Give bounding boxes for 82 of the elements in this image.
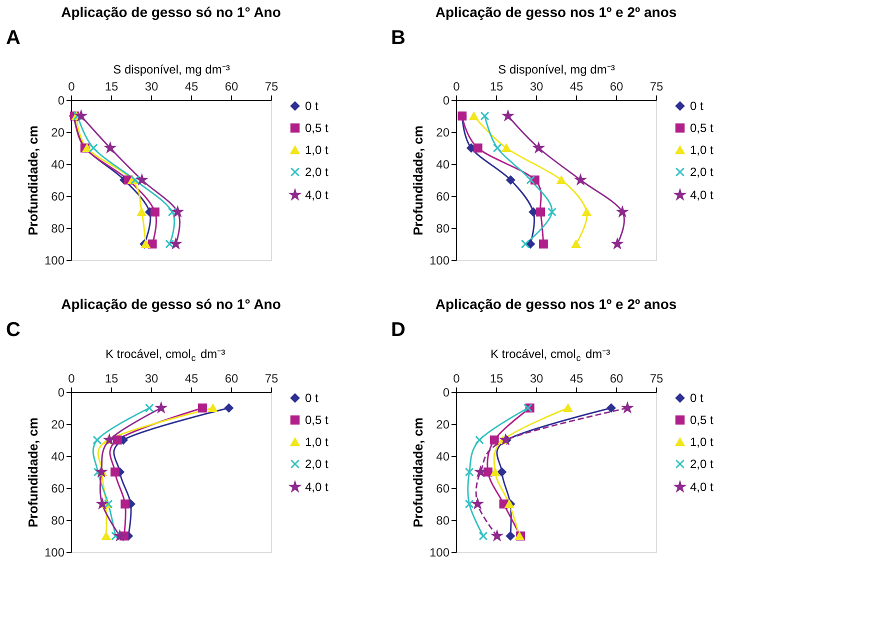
legend-label: 0,5 t [690,121,714,135]
text: D [391,319,406,341]
y-tick-label: 0 [58,94,65,108]
x-axis-title: S disponível, mg dm⁻³ [498,62,615,76]
legend-label: 2,0 t [690,165,714,179]
x-tick-label: 30 [144,80,158,94]
x-tick-label: 60 [610,80,624,94]
x-tick-label: 60 [224,80,238,94]
x-tick-label: 75 [264,80,278,94]
y-tick-label: 20 [51,126,65,140]
y-tick-label: 40 [436,158,450,172]
x-tick-label: 60 [610,372,624,386]
x-tick-label: 15 [490,80,504,94]
legend-label: 0 t [305,99,320,113]
y-tick-label: 20 [436,418,450,432]
legend-label: 0 t [690,391,704,405]
legend-label: 0,5 t [305,121,330,135]
legend-label: 1,0 t [690,435,714,449]
x-tick-label: 0 [68,372,76,386]
legend-label: 4,0 t [690,480,714,494]
x-tick-label: 45 [570,80,584,94]
y-tick-label: 100 [429,546,450,560]
y-tick-label: 100 [429,254,450,268]
legend-label: 2,0 t [305,457,330,471]
legend-label: 0,5 t [305,413,330,427]
y-tick-label: 40 [436,450,450,464]
x-tick-label: 0 [453,80,460,94]
chart-title: Aplicação de gesso só no 1° Ano [61,4,281,20]
y-tick-label: 60 [51,482,65,496]
y-tick-label: 40 [51,450,65,464]
x-tick-label: 75 [650,372,664,386]
x-tick-label: 75 [264,372,278,386]
y-tick-label: 80 [436,514,450,528]
legend-label: 4,0 t [305,480,330,494]
x-tick-label: 60 [224,372,238,386]
y-axis-title: Profundidade, cm [410,126,426,236]
y-tick-label: 0 [442,386,450,400]
legend-label: 1,0 t [305,143,330,157]
x-tick-label: 15 [104,372,118,386]
legend-label: 0,5 t [690,413,714,427]
x-axis-title: S disponível, mg dm⁻³ [113,62,230,76]
text: C [6,319,20,341]
legend-label: 1,0 t [690,143,714,157]
x-tick-label: 75 [650,80,664,94]
x-tick-label: 15 [490,372,504,386]
y-axis-title: Profundidade, cm [410,418,426,528]
y-tick-label: 100 [44,254,65,268]
text: B [391,27,406,49]
y-tick-label: 20 [51,418,65,432]
y-axis-title: Profundidade, cm [25,126,40,236]
y-tick-label: 100 [44,546,65,560]
legend-label: 0 t [305,391,320,405]
chart-title: Aplicação de gesso nos 1º e 2º anos [435,296,677,312]
x-tick-label: 45 [570,372,584,386]
y-tick-label: 0 [58,386,65,400]
x-tick-label: 0 [68,80,76,94]
legend-label: 2,0 t [690,457,714,471]
x-tick-label: 30 [530,80,544,94]
chart-title: Aplicação de gesso nos 1º e 2º anos [435,4,677,20]
y-tick-label: 20 [436,126,450,140]
x-tick-label: 30 [144,372,158,386]
chart-title: Aplicação de gesso só no 1° Ano [61,296,281,312]
x-tick-label: 45 [184,372,198,386]
legend-label: 0 t [690,99,704,113]
y-tick-label: 40 [51,158,65,172]
legend-label: 2,0 t [305,165,330,179]
y-tick-label: 60 [436,190,450,204]
y-tick-label: 80 [51,222,65,236]
y-tick-label: 60 [436,482,450,496]
x-tick-label: 0 [453,372,460,386]
y-axis-title: Profundidade, cm [25,418,40,528]
x-tick-label: 45 [184,80,198,94]
legend-label: 1,0 t [305,435,330,449]
y-tick-label: 80 [51,514,65,528]
text: A [6,27,20,49]
legend-label: 4,0 t [690,188,714,202]
x-tick-label: 15 [104,80,118,94]
y-tick-label: 0 [442,94,450,108]
legend-label: 4,0 t [305,188,330,202]
y-tick-label: 60 [51,190,65,204]
x-tick-label: 30 [530,372,544,386]
y-tick-label: 80 [436,222,450,236]
